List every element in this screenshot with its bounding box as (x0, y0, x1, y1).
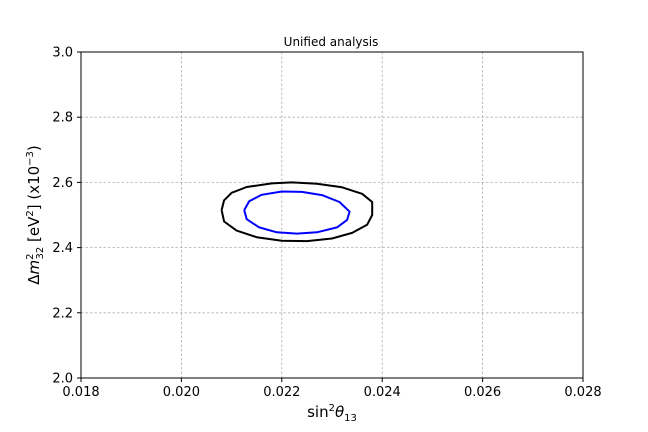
outer-contour (220, 181, 374, 243)
contour-series (220, 181, 374, 243)
x-tick-label: 0.026 (464, 385, 501, 400)
y-tick-label: 2.8 (52, 111, 73, 126)
plot-frame (80, 51, 584, 379)
y-tick-label: 3.0 (52, 46, 73, 61)
y-axis-label: Δm232 [eV2] (x10−3) (25, 145, 46, 285)
y-tick-label: 2.2 (52, 306, 73, 321)
x-axis-label: sin2θ13 (307, 403, 357, 424)
x-axis-ticks: 0.018 0.020 0.022 0.024 0.026 0.028 (62, 378, 602, 400)
x-tick-label: 0.024 (364, 385, 401, 400)
x-tick-label: 0.028 (564, 385, 601, 400)
inner-contour (243, 190, 351, 235)
y-tick-label: 2.6 (52, 176, 73, 191)
chart-title: Unified analysis (284, 35, 379, 49)
x-tick-label: 0.022 (263, 385, 300, 400)
x-tick-label: 0.018 (62, 385, 99, 400)
y-axis-ticks: 2.0 2.2 2.4 2.6 2.8 3.0 (52, 46, 81, 387)
x-tick-label: 0.020 (163, 385, 200, 400)
y-tick-label: 2.4 (52, 241, 73, 256)
y-tick-label: 2.0 (52, 372, 73, 387)
